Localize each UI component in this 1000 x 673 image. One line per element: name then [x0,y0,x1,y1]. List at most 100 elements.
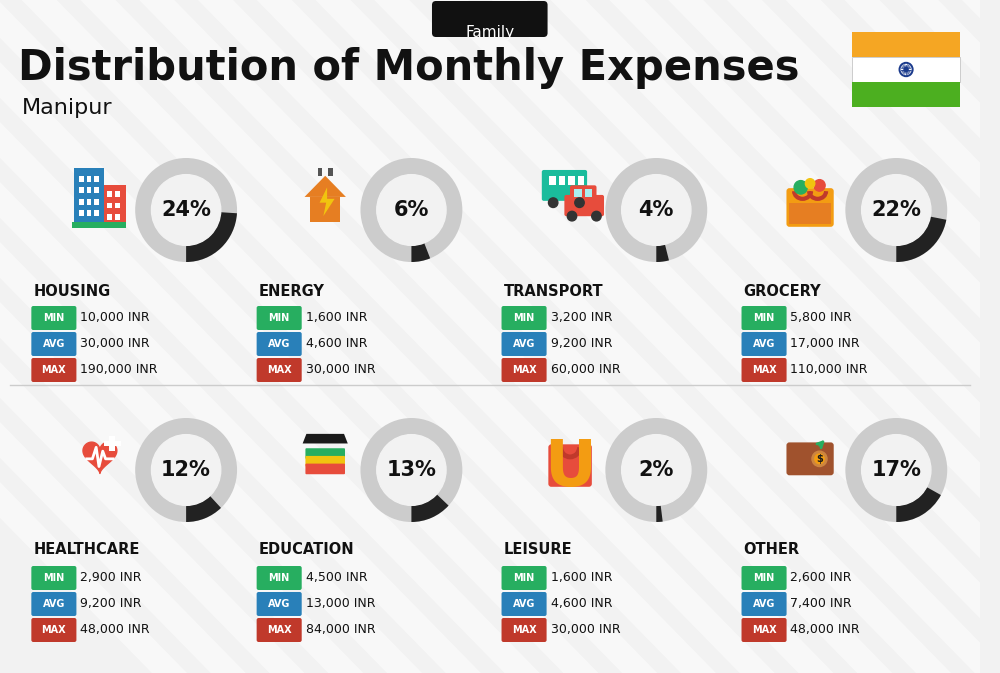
Text: ENERGY: ENERGY [259,285,324,299]
Bar [94,211,99,216]
Wedge shape [896,487,941,522]
Text: 48,000 INR: 48,000 INR [790,623,860,637]
Text: U: U [544,437,596,499]
Wedge shape [896,217,946,262]
Bar [79,199,84,205]
FancyBboxPatch shape [502,332,547,356]
Text: MAX: MAX [267,365,291,375]
Bar [115,191,120,197]
Text: OTHER: OTHER [743,542,800,557]
Circle shape [622,174,691,246]
Circle shape [812,451,827,466]
Text: 13,000 INR: 13,000 INR [306,598,375,610]
Wedge shape [135,418,237,522]
Text: MAX: MAX [752,625,776,635]
Text: Distribution of Monthly Expenses: Distribution of Monthly Expenses [18,47,799,89]
Bar [308,434,342,444]
Text: 1,600 INR: 1,600 INR [306,312,367,324]
Text: 4%: 4% [639,200,674,220]
FancyBboxPatch shape [31,332,76,356]
Wedge shape [360,158,462,262]
Text: 9,200 INR: 9,200 INR [551,337,612,351]
FancyBboxPatch shape [257,358,302,382]
FancyBboxPatch shape [305,448,345,459]
Text: MIN: MIN [753,313,775,323]
Text: 17,000 INR: 17,000 INR [790,337,860,351]
Bar [318,168,322,176]
Circle shape [862,435,931,505]
Text: HEALTHCARE: HEALTHCARE [33,542,140,557]
Bar [87,211,91,216]
FancyBboxPatch shape [31,358,76,382]
Text: 1,600 INR: 1,600 INR [551,571,612,584]
Text: MIN: MIN [269,313,290,323]
Wedge shape [605,418,707,522]
FancyBboxPatch shape [257,618,302,642]
Bar [104,441,121,446]
Polygon shape [305,176,346,197]
Text: MIN: MIN [753,573,775,583]
Bar [94,187,99,193]
FancyBboxPatch shape [742,358,787,382]
Bar [310,197,340,222]
Bar [328,168,333,176]
Circle shape [794,180,807,194]
Wedge shape [845,418,947,522]
Bar [549,176,556,185]
Bar [852,57,960,82]
Text: 7,400 INR: 7,400 INR [790,598,852,610]
FancyBboxPatch shape [502,618,547,642]
Text: MIN: MIN [43,313,65,323]
FancyBboxPatch shape [786,188,834,227]
Bar [852,82,960,107]
Bar [74,168,104,222]
FancyBboxPatch shape [31,618,76,642]
FancyBboxPatch shape [502,592,547,616]
Text: MAX: MAX [42,625,66,635]
Bar [789,203,831,224]
Bar [107,214,112,220]
Wedge shape [656,505,663,522]
Circle shape [904,67,908,71]
Text: 2,600 INR: 2,600 INR [790,571,852,584]
Bar [79,176,84,182]
Text: AVG: AVG [513,599,535,609]
FancyBboxPatch shape [742,618,787,642]
Bar [79,211,84,216]
Text: MIN: MIN [513,573,535,583]
Text: 84,000 INR: 84,000 INR [306,623,375,637]
Bar [107,203,112,209]
Bar [107,191,112,197]
Bar [87,176,91,182]
Polygon shape [320,187,335,216]
Text: 110,000 INR: 110,000 INR [790,363,868,376]
Text: MAX: MAX [42,365,66,375]
Text: LEISURE: LEISURE [503,542,572,557]
Wedge shape [360,418,462,522]
Wedge shape [186,212,237,262]
Text: MAX: MAX [752,365,776,375]
FancyBboxPatch shape [257,592,302,616]
Text: AVG: AVG [753,339,775,349]
Bar [72,222,126,227]
Bar [852,32,960,57]
Wedge shape [411,494,449,522]
Wedge shape [845,158,947,262]
Text: AVG: AVG [268,339,290,349]
FancyBboxPatch shape [305,456,345,466]
FancyBboxPatch shape [502,566,547,590]
FancyBboxPatch shape [432,1,548,37]
Circle shape [899,63,913,77]
Bar [94,176,99,182]
Text: 10,000 INR: 10,000 INR [80,312,150,324]
Text: Family: Family [465,26,514,40]
Text: 4,600 INR: 4,600 INR [551,598,612,610]
FancyBboxPatch shape [502,306,547,330]
FancyBboxPatch shape [564,195,604,216]
FancyBboxPatch shape [31,592,76,616]
Text: 2%: 2% [639,460,674,480]
Text: MIN: MIN [43,573,65,583]
FancyBboxPatch shape [257,332,302,356]
Text: AVG: AVG [513,339,535,349]
Bar [104,185,126,222]
